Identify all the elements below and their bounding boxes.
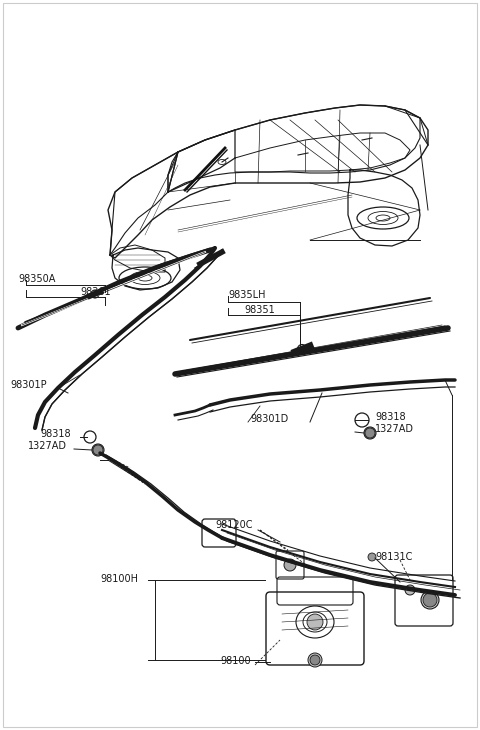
Text: 98318: 98318 xyxy=(375,412,406,422)
Polygon shape xyxy=(142,297,172,317)
Text: 98120C: 98120C xyxy=(215,520,252,530)
Polygon shape xyxy=(165,280,192,299)
Circle shape xyxy=(365,428,375,438)
Circle shape xyxy=(284,559,296,571)
Polygon shape xyxy=(35,415,45,430)
Polygon shape xyxy=(45,388,65,404)
Ellipse shape xyxy=(421,591,439,609)
Text: 98100: 98100 xyxy=(220,656,251,666)
Circle shape xyxy=(405,585,415,595)
Text: 98351: 98351 xyxy=(244,305,275,315)
Polygon shape xyxy=(200,255,217,268)
Polygon shape xyxy=(118,315,149,337)
Ellipse shape xyxy=(308,653,322,667)
Circle shape xyxy=(368,553,376,561)
Text: 98361: 98361 xyxy=(80,287,110,297)
Text: 1327AD: 1327AD xyxy=(375,424,414,434)
Polygon shape xyxy=(38,402,52,417)
Text: 98301D: 98301D xyxy=(250,414,288,424)
Circle shape xyxy=(307,614,323,630)
Text: 98301P: 98301P xyxy=(10,380,47,390)
Circle shape xyxy=(310,655,320,665)
Ellipse shape xyxy=(92,444,104,456)
Circle shape xyxy=(423,593,437,607)
Polygon shape xyxy=(210,248,222,257)
Ellipse shape xyxy=(364,427,376,439)
Text: 98100H: 98100H xyxy=(100,574,138,584)
Text: 98131C: 98131C xyxy=(375,552,412,562)
Polygon shape xyxy=(75,355,102,374)
Polygon shape xyxy=(95,335,125,357)
Circle shape xyxy=(93,445,103,455)
Text: 98350A: 98350A xyxy=(18,274,55,284)
Text: 9835LH: 9835LH xyxy=(228,290,265,300)
Polygon shape xyxy=(58,372,82,390)
Text: 1327AD: 1327AD xyxy=(28,441,67,451)
Polygon shape xyxy=(185,266,207,282)
Text: 98318: 98318 xyxy=(40,429,71,439)
